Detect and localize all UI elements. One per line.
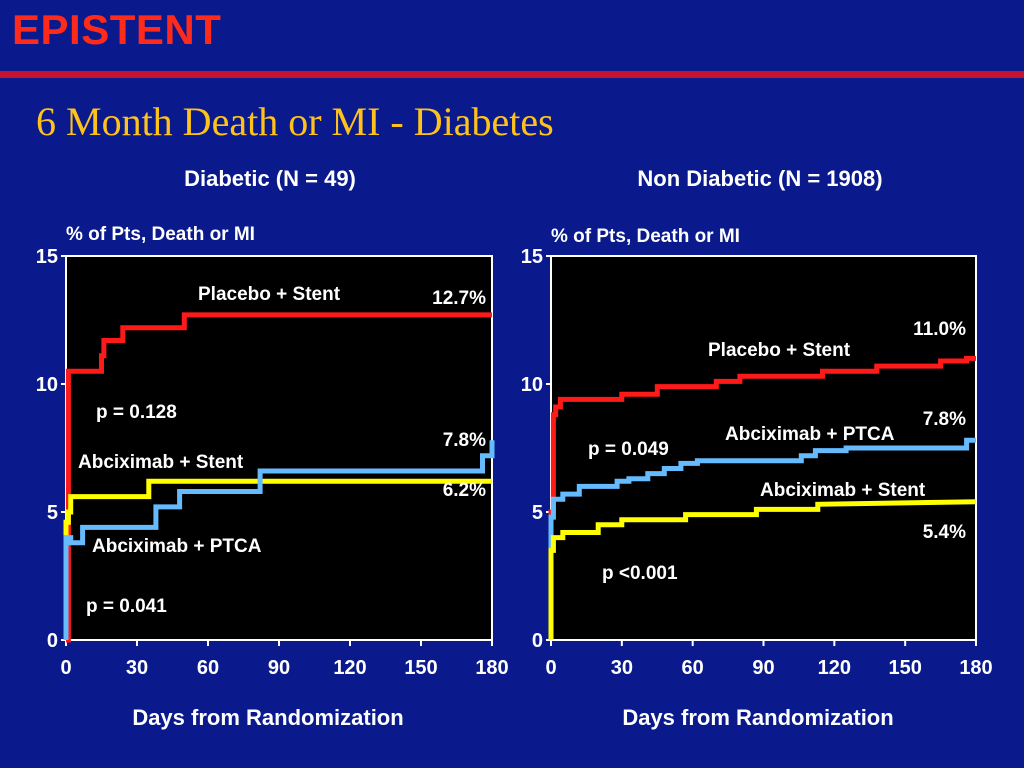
- x-tick-label: 180: [475, 657, 508, 679]
- x-axis-label: Days from Randomization: [132, 705, 403, 730]
- series-label: Abciximab + Stent: [760, 480, 926, 501]
- x-tick-label: 120: [333, 657, 366, 679]
- series-label: Placebo + Stent: [198, 284, 341, 305]
- series-end-value: 7.8%: [443, 430, 486, 451]
- x-tick-label: 180: [959, 657, 992, 679]
- brand-logo-text: EPISTENT: [12, 6, 222, 53]
- series-label: Abciximab + PTCA: [92, 536, 262, 557]
- y-tick-label: 15: [521, 246, 543, 268]
- p-value-annotation: p = 0.049: [588, 439, 669, 460]
- x-axis-label: Days from Randomization: [622, 705, 893, 730]
- y-tick-label: 5: [47, 502, 58, 524]
- series-label: Abciximab + PTCA: [725, 424, 895, 445]
- series-end-value: 11.0%: [913, 319, 966, 340]
- series-end-value: 6.2%: [443, 480, 486, 501]
- x-tick-label: 90: [268, 657, 290, 679]
- x-tick-label: 150: [404, 657, 437, 679]
- series-end-value: 7.8%: [923, 409, 966, 430]
- p-value-annotation: p <0.001: [602, 563, 678, 584]
- x-tick-label: 0: [60, 657, 71, 679]
- y-tick-label: 0: [47, 630, 58, 652]
- chart-title-diabetic: Diabetic (N = 49): [184, 166, 356, 191]
- plot-area-diabetic: [65, 255, 493, 641]
- x-tick-label: 0: [545, 657, 556, 679]
- series-end-value: 12.7%: [432, 288, 486, 309]
- series-label: Placebo + Stent: [708, 340, 851, 361]
- x-tick-label: 90: [752, 657, 774, 679]
- x-tick-label: 120: [818, 657, 851, 679]
- x-tick-label: 60: [682, 657, 704, 679]
- series-end-value: 5.4%: [923, 522, 966, 543]
- x-tick-label: 30: [126, 657, 148, 679]
- slide-title: 6 Month Death or MI - Diabetes: [36, 99, 554, 144]
- x-tick-label: 60: [197, 657, 219, 679]
- x-tick-label: 150: [888, 657, 921, 679]
- y-tick-label: 10: [521, 374, 543, 396]
- y-tick-label: 0: [532, 630, 543, 652]
- x-tick-label: 30: [611, 657, 633, 679]
- header-divider: [0, 71, 1024, 78]
- y-tick-label: 15: [36, 246, 58, 268]
- series-line-abciximab-ptca: [63, 440, 495, 640]
- series-line-abciximab-stent: [548, 499, 977, 640]
- p-value-annotation: p = 0.128: [96, 402, 177, 423]
- chart-title-non-diabetic: Non Diabetic (N = 1908): [637, 166, 883, 191]
- p-value-annotation: p = 0.041: [86, 596, 167, 617]
- y-axis-label: % of Pts, Death or MI: [551, 226, 740, 247]
- series-line-placebo-stent: [548, 355, 976, 640]
- series-line-abciximab-ptca: [548, 437, 976, 640]
- y-axis-label: % of Pts, Death or MI: [66, 224, 255, 245]
- series-line-placebo-stent: [65, 312, 492, 643]
- series-label: Abciximab + Stent: [78, 452, 244, 473]
- series-line-abciximab-stent: [63, 478, 492, 640]
- y-tick-label: 10: [36, 374, 58, 396]
- y-tick-label: 5: [532, 502, 543, 524]
